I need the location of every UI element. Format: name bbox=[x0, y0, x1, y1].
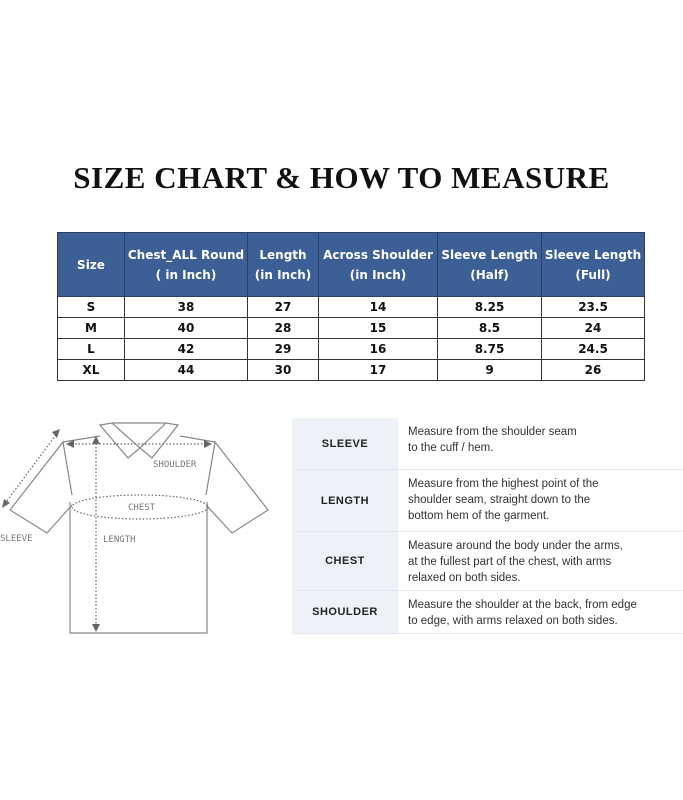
page-title: SIZE CHART & HOW TO MEASURE bbox=[73, 160, 610, 195]
length-label: LENGTH bbox=[103, 535, 136, 545]
column-header: Across Shoulder (in Inch) bbox=[318, 232, 438, 297]
table-row: S 38 27 14 8.25 23.5 bbox=[57, 296, 645, 318]
column-header: Sleeve Length (Full) bbox=[541, 232, 645, 297]
column-header: Sleeve Length (Half) bbox=[437, 232, 542, 297]
measure-row: SHOULDER Measure the shoulder at the back… bbox=[292, 591, 683, 634]
table-cell: 8.5 bbox=[437, 317, 542, 339]
measure-label: SHOULDER bbox=[292, 591, 398, 633]
sleeve-label: SLEEVE bbox=[0, 534, 33, 544]
table-cell: 24 bbox=[541, 317, 645, 339]
table-cell: 9 bbox=[437, 359, 542, 381]
table-cell: 17 bbox=[318, 359, 438, 381]
table-row: L 42 29 16 8.75 24.5 bbox=[57, 338, 645, 360]
table-cell: 15 bbox=[318, 317, 438, 339]
table-cell: 14 bbox=[318, 296, 438, 318]
measure-row: LENGTH Measure from the highest point of … bbox=[292, 470, 683, 532]
table-cell: 23.5 bbox=[541, 296, 645, 318]
table-row: XL 44 30 17 9 26 bbox=[57, 359, 645, 381]
table-cell: 8.75 bbox=[437, 338, 542, 360]
size-chart-table: Size Chest_ALL Round ( in Inch) Length (in… bbox=[57, 232, 645, 381]
table-cell: 44 bbox=[124, 359, 248, 381]
table-cell: 16 bbox=[318, 338, 438, 360]
arrow-heads bbox=[2, 429, 212, 632]
measure-row: CHEST Measure around the body under the a… bbox=[292, 532, 683, 591]
measure-lines bbox=[3, 431, 210, 628]
table-header-row: Size Chest_ALL Round ( in Inch) Length (in… bbox=[57, 232, 645, 297]
shoulder-label: SHOULDER bbox=[153, 460, 197, 470]
measure-row: SLEEVE Measure from the shoulder seam to … bbox=[292, 418, 683, 470]
column-header: Chest_ALL Round ( in Inch) bbox=[124, 232, 248, 297]
chest-label: CHEST bbox=[128, 503, 156, 513]
table-cell: 24.5 bbox=[541, 338, 645, 360]
table-cell: 8.25 bbox=[437, 296, 542, 318]
table-row: M 40 28 15 8.5 24 bbox=[57, 317, 645, 339]
measure-description: Measure from the shoulder seam to the cu… bbox=[408, 426, 577, 454]
table-cell: XL bbox=[57, 359, 125, 381]
measure-description: Measure the shoulder at the back, from e… bbox=[408, 599, 637, 627]
table-cell: 26 bbox=[541, 359, 645, 381]
column-header: Length (in Inch) bbox=[247, 232, 319, 297]
table-cell: 30 bbox=[247, 359, 319, 381]
measure-label: LENGTH bbox=[292, 470, 398, 531]
table-body: S 38 27 14 8.25 23.5 M 40 28 15 8.5 24 L 42 29 16 8.75 24… bbox=[57, 296, 645, 381]
measure-description: Measure from the highest point of the sh… bbox=[408, 478, 599, 522]
measure-label: SLEEVE bbox=[292, 418, 398, 469]
measure-label: CHEST bbox=[292, 532, 398, 590]
measure-description: Measure around the body under the arms, … bbox=[408, 540, 623, 584]
column-header: Size bbox=[57, 232, 125, 297]
shirt-measurement-diagram: SHOULDER CHEST SLEEVE LENGTH bbox=[0, 422, 269, 634]
how-to-measure-table: SLEEVE Measure from the shoulder seam to … bbox=[292, 418, 683, 634]
shirt-outline bbox=[9, 422, 269, 634]
table-cell: 29 bbox=[247, 338, 319, 360]
